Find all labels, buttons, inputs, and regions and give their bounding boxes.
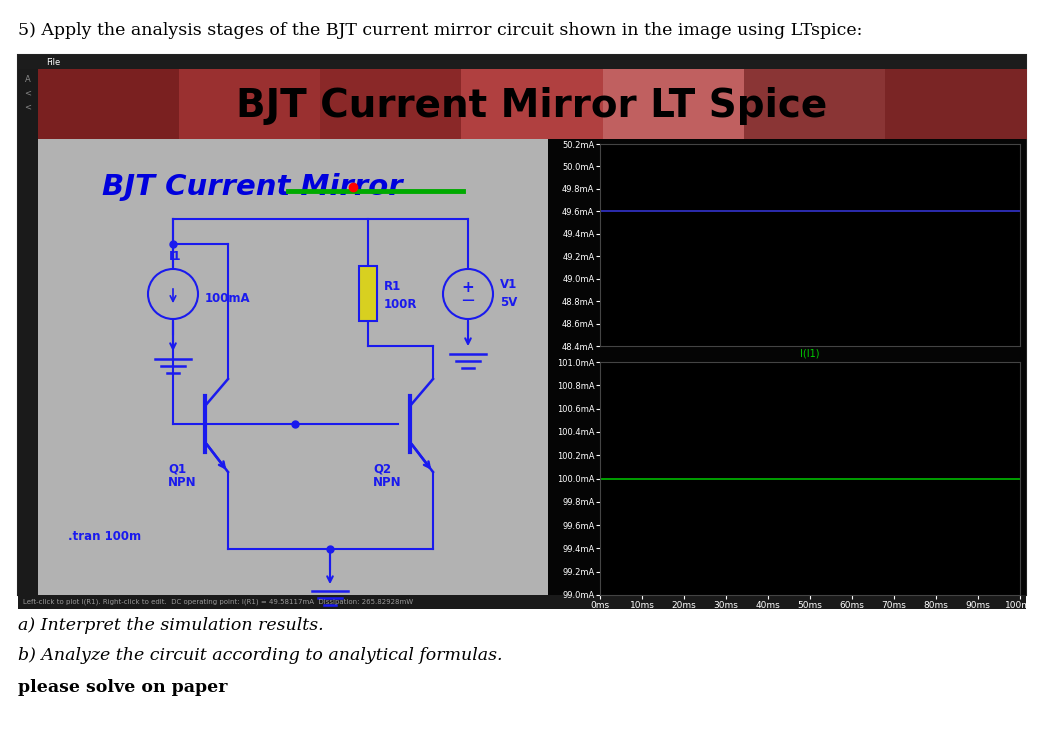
Text: NPN: NPN [168,475,197,489]
Text: A: A [25,74,31,83]
Text: I(I1): I(I1) [800,349,820,359]
Text: −: − [460,292,476,310]
Text: NPN: NPN [373,475,402,489]
Text: 5) Apply the analysis stages of the BJT current mirror circuit shown in the imag: 5) Apply the analysis stages of the BJT … [18,22,863,39]
Bar [38,69,180,139]
Text: 100R: 100R [384,298,417,310]
Text: V1: V1 [500,278,517,290]
Text: Left-click to plot I(R1). Right-click to edit.  DC operating point: I(R1) = 49.5: Left-click to plot I(R1). Right-click to… [23,598,413,605]
Bar [18,595,1026,609]
Text: b) Analyze the circuit according to analytical formulas.: b) Analyze the circuit according to anal… [18,647,503,664]
Circle shape [148,269,198,319]
Text: BJT Current Mirror: BJT Current Mirror [102,173,403,201]
Bar [548,139,1026,595]
Text: <: < [24,88,31,97]
Bar [744,69,886,139]
Text: .tran 100m: .tran 100m [68,531,141,543]
Bar [18,69,38,595]
Circle shape [443,269,493,319]
Text: +: + [462,279,475,295]
Bar [461,69,604,139]
Text: BJT Current Mirror LT Spice: BJT Current Mirror LT Spice [237,87,828,125]
Text: I1: I1 [169,250,181,262]
Bar [320,69,462,139]
Bar [179,69,321,139]
Bar [38,139,548,595]
Text: 5V: 5V [500,296,517,309]
Text: Q2: Q2 [373,463,391,475]
Bar [359,266,377,321]
Text: R1: R1 [384,279,402,293]
Text: File: File [46,57,60,66]
Text: Q1: Q1 [168,463,186,475]
Bar [603,69,745,139]
Bar [18,55,1026,595]
Text: please solve on paper: please solve on paper [18,679,227,696]
Text: a) Interpret the simulation results.: a) Interpret the simulation results. [18,617,323,634]
Bar [18,55,1026,69]
Bar [884,69,1027,139]
Text: <: < [24,102,31,111]
Text: 100mA: 100mA [205,292,250,304]
